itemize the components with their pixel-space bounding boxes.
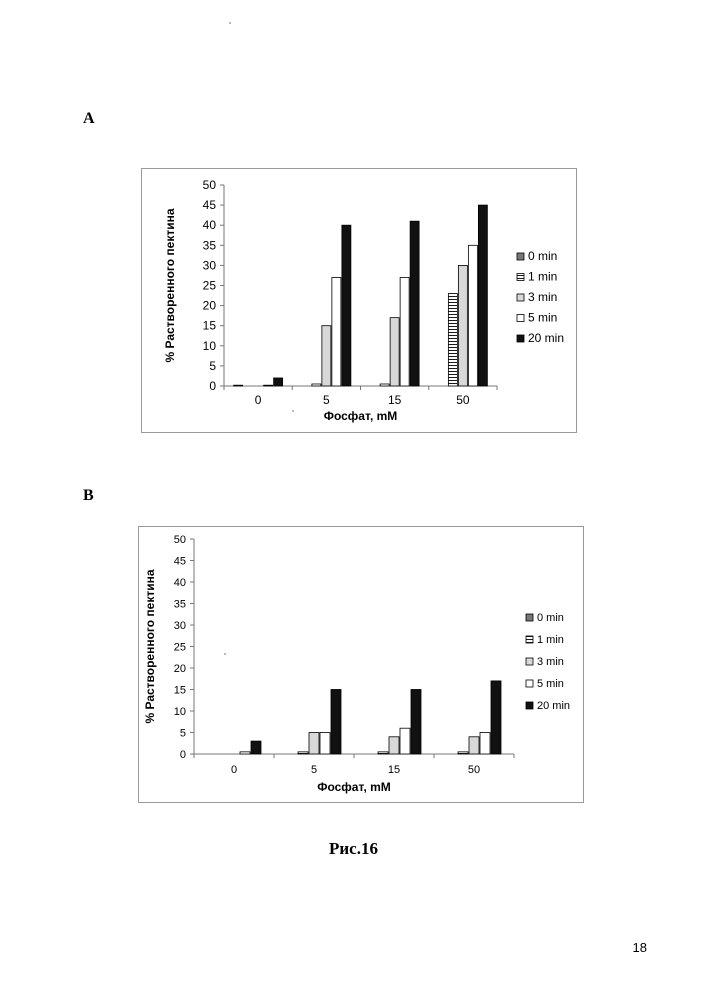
bar — [263, 384, 274, 387]
chart-b: 0 5 10 15 20 25 30 35 40 45 50 0 5 15 50 Фосфат, mM % Ра… — [143, 534, 570, 794]
chart-a: 0 5 10 15 20 25 30 35 40 45 50 0 5 15 50 Фосфат, mM % Ра… — [163, 178, 564, 423]
legend-swatch — [516, 334, 525, 343]
y-tick-label: 20 — [174, 663, 186, 675]
legend-label: 20 min — [528, 331, 564, 345]
scan-speck — [229, 22, 231, 24]
bar — [379, 383, 390, 387]
bar — [399, 727, 411, 755]
y-tick-label: 50 — [203, 178, 217, 192]
bar — [341, 224, 352, 387]
panel-label-b: B — [83, 487, 94, 504]
scan-speck — [292, 410, 294, 412]
bar — [457, 751, 469, 755]
bar — [477, 204, 488, 387]
figure-caption: Рис.16 — [329, 839, 378, 858]
y-tick-label: 30 — [174, 620, 186, 632]
bar — [399, 277, 410, 387]
panel-label-a: A — [83, 110, 95, 127]
y-tick-label: 45 — [174, 556, 186, 568]
x-tick-label: 0 — [255, 393, 262, 407]
y-tick-label: 25 — [203, 279, 217, 293]
bar — [447, 293, 458, 387]
legend-swatch — [516, 293, 525, 302]
x-tick-label: 0 — [231, 764, 237, 776]
y-tick-label: 15 — [203, 319, 217, 333]
legend-label: 3 min — [537, 656, 564, 668]
legend-swatch — [516, 273, 525, 281]
bar — [468, 736, 480, 755]
bar — [388, 736, 400, 755]
y-tick-label: 15 — [174, 685, 186, 697]
y-tick-label: 35 — [174, 599, 186, 611]
y-tick-label: 50 — [174, 534, 186, 546]
bar — [233, 384, 244, 387]
x-axis-title: Фосфат, mM — [317, 780, 391, 794]
bar — [330, 689, 342, 755]
chart-b-frame: 0 5 10 15 20 25 30 35 40 45 50 0 5 15 50 Фосфат, mM % Ра… — [138, 526, 584, 803]
y-axis-title: % Растворенного пектина — [163, 208, 177, 362]
legend-swatch — [516, 252, 525, 261]
bar — [308, 732, 320, 755]
bar — [311, 383, 322, 387]
y-tick-label: 0 — [180, 749, 186, 761]
x-tick-label: 50 — [456, 393, 470, 407]
y-tick-label: 45 — [203, 198, 217, 212]
legend-label: 1 min — [528, 270, 557, 284]
bar — [457, 265, 468, 387]
y-tick-label: 10 — [174, 706, 186, 718]
y-tick-label: 35 — [203, 238, 217, 252]
x-tick-label: 50 — [468, 764, 480, 776]
y-tick-label: 25 — [174, 642, 186, 654]
x-tick-label: 5 — [323, 393, 330, 407]
x-tick-label: 15 — [388, 393, 402, 407]
legend-swatch — [525, 657, 534, 666]
bar — [297, 751, 309, 755]
y-tick-label: 5 — [180, 728, 186, 740]
legend-label: 5 min — [528, 311, 557, 325]
legend-swatch — [525, 613, 534, 622]
legend-label: 0 min — [528, 249, 557, 263]
x-tick-label: 5 — [311, 764, 317, 776]
bar — [239, 751, 251, 755]
legend-label: 1 min — [537, 634, 564, 646]
legend-swatch — [525, 679, 534, 688]
chart-a-frame: 0 5 10 15 20 25 30 35 40 45 50 0 5 15 50 Фосфат, mM % Ра… — [141, 168, 577, 433]
bar — [479, 732, 491, 755]
y-tick-label: 40 — [203, 218, 217, 232]
legend-label: 5 min — [537, 678, 564, 690]
bar — [273, 377, 284, 387]
bar — [250, 740, 262, 755]
bar — [410, 689, 422, 755]
bar — [377, 751, 389, 755]
y-tick-label: 30 — [203, 258, 217, 272]
legend-label: 20 min — [537, 700, 570, 712]
x-tick-label: 15 — [388, 764, 400, 776]
page-number: 18 — [632, 940, 647, 955]
legend-swatch — [516, 314, 525, 322]
legend-swatch — [525, 701, 534, 710]
legend-swatch — [525, 635, 534, 644]
y-tick-label: 20 — [203, 299, 217, 313]
bar — [321, 325, 332, 387]
legend-label: 0 min — [537, 612, 564, 624]
y-axis-title: % Растворенного пектина — [143, 569, 157, 723]
bar — [490, 680, 502, 755]
y-tick-label: 10 — [203, 339, 217, 353]
x-axis-title: Фосфат, mM — [324, 409, 398, 423]
scan-speck — [224, 653, 226, 655]
bar — [389, 317, 400, 387]
bar — [467, 244, 478, 387]
y-tick-label: 5 — [209, 359, 216, 373]
bar — [319, 732, 331, 755]
y-tick-label: 0 — [209, 379, 216, 393]
y-tick-label: 40 — [174, 577, 186, 589]
bar — [409, 220, 420, 387]
bar — [331, 277, 342, 387]
legend-label: 3 min — [528, 290, 557, 304]
